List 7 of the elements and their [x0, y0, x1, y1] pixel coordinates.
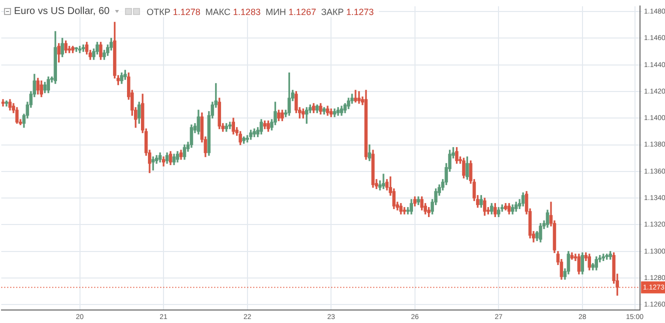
- annotation: ЗАКР 1.1273: [321, 6, 374, 16]
- annotation: МАКС 1.1283: [205, 6, 261, 16]
- chart-title: Euro vs US Dollar, 60: [14, 6, 110, 17]
- annotation: МИН 1.1267: [266, 6, 316, 16]
- candlestick: [382, 174, 386, 190]
- candlestick: [1, 99, 5, 106]
- annotation: ОТКР 1.1278: [146, 6, 200, 16]
